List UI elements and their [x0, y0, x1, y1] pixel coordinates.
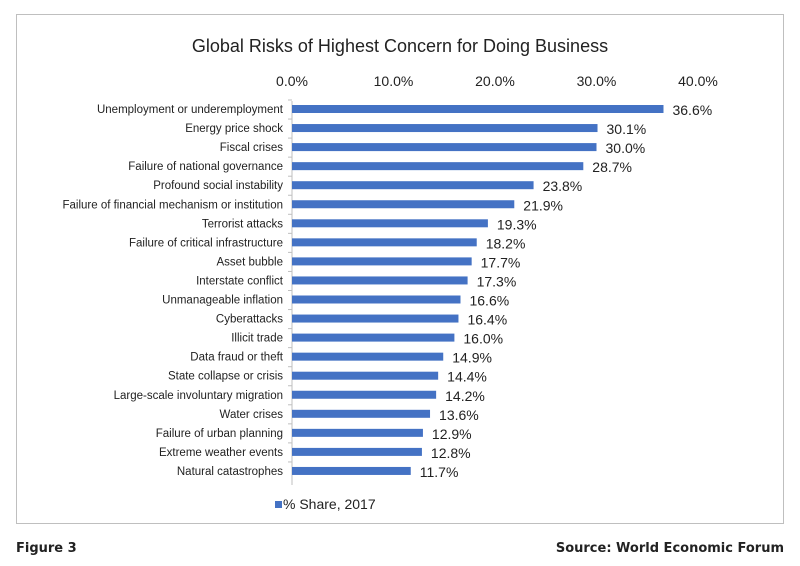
data-label: 36.6%: [672, 102, 712, 118]
bar: [292, 257, 472, 266]
source-label: Source: World Economic Forum: [555, 541, 784, 556]
data-label: 18.2%: [486, 235, 526, 251]
bar: [292, 314, 459, 323]
bar: [292, 352, 444, 361]
x-tick-label: 40.0%: [678, 73, 718, 89]
category-label: Terrorist attacks: [202, 218, 283, 230]
bar: [292, 143, 597, 152]
bar: [292, 162, 584, 171]
data-label: 17.3%: [477, 273, 517, 289]
data-label: 16.6%: [469, 293, 509, 309]
legend: % Share, 2017: [275, 496, 376, 512]
category-labels: Unemployment or underemployment Energy pr…: [62, 104, 283, 478]
data-label: 12.8%: [431, 445, 471, 461]
bar: [292, 238, 477, 247]
data-label: 16.4%: [467, 312, 507, 328]
bar-chart: Global Risks of Highest Concern for Doin…: [62, 36, 718, 512]
bar: [292, 333, 455, 342]
x-tick-label: 30.0%: [577, 73, 617, 89]
data-label: 21.9%: [523, 197, 563, 213]
bar: [292, 124, 598, 133]
legend-swatch: [275, 501, 282, 508]
bar: [292, 466, 411, 475]
category-label: Natural catastrophes: [177, 466, 283, 478]
category-label: Water crises: [220, 409, 284, 421]
x-axis-ticks: 0.0% 10.0% 20.0% 30.0% 40.0%: [276, 73, 718, 89]
data-label: 30.1%: [607, 121, 647, 137]
bar: [292, 409, 431, 418]
category-label: Asset bubble: [217, 256, 284, 268]
category-label: Large-scale involuntary migration: [114, 390, 283, 402]
data-label: 12.9%: [432, 426, 472, 442]
data-label: 11.7%: [420, 464, 459, 480]
bar: [292, 181, 534, 190]
legend-label: % Share, 2017: [283, 496, 376, 512]
chart-title: Global Risks of Highest Concern for Doin…: [192, 36, 608, 56]
bar: [292, 428, 423, 437]
bar: [292, 447, 422, 456]
data-label: 17.7%: [481, 254, 521, 270]
category-label: Failure of financial mechanism or instit…: [62, 199, 283, 211]
bar: [292, 276, 468, 285]
data-label: 14.2%: [445, 388, 485, 404]
bar: [292, 295, 461, 304]
bar: [292, 219, 488, 228]
category-label: Failure of national governance: [128, 161, 283, 173]
data-label: 16.0%: [463, 331, 503, 347]
category-label: Failure of critical infrastructure: [129, 237, 283, 249]
data-label: 28.7%: [592, 159, 632, 175]
category-label: Interstate conflict: [196, 275, 284, 287]
bar: [292, 390, 437, 399]
x-tick-label: 10.0%: [374, 73, 414, 89]
category-label: Failure of urban planning: [156, 428, 283, 440]
data-label: 30.0%: [606, 140, 646, 156]
category-label: Unemployment or underemployment: [97, 104, 284, 116]
chart-frame: Global Risks of Highest Concern for Doin…: [16, 14, 784, 524]
category-label: Cyberattacks: [216, 314, 283, 326]
data-label: 19.3%: [497, 216, 537, 232]
data-label: 14.9%: [452, 350, 492, 366]
category-label: Profound social instability: [153, 180, 283, 192]
y-axis: [288, 99, 293, 485]
category-label: Unmanageable inflation: [162, 295, 283, 307]
data-label: 13.6%: [439, 407, 479, 423]
category-label: Illicit trade: [231, 333, 283, 345]
figure-label: Figure 3: [16, 541, 77, 556]
data-label: 14.4%: [447, 369, 487, 385]
bar: [292, 200, 515, 209]
value-labels: 36.6% 30.1% 30.0% 28.7% 23.8% 21.9% 19.3% 18.2%…: [420, 102, 712, 480]
bar: [292, 105, 664, 113]
x-tick-label: 0.0%: [276, 73, 308, 89]
x-tick-label: 20.0%: [475, 73, 515, 89]
category-label: Data fraud or theft: [190, 352, 283, 364]
data-label: 23.8%: [543, 178, 583, 194]
category-label: Fiscal crises: [220, 142, 284, 154]
bar: [292, 371, 439, 380]
category-label: Energy price shock: [185, 123, 283, 135]
category-label: Extreme weather events: [159, 447, 283, 459]
bars: [292, 105, 664, 475]
category-label: State collapse or crisis: [168, 371, 283, 383]
